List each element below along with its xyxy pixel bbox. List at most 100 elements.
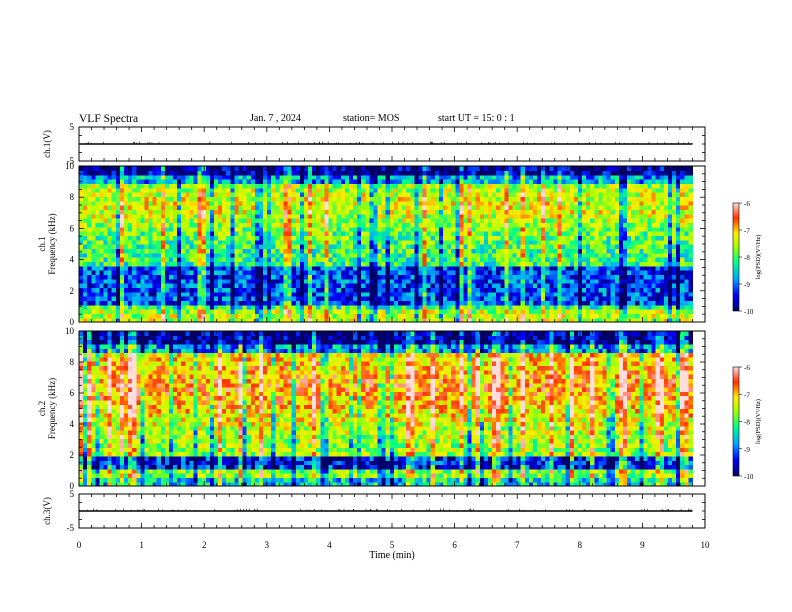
spectrogram-cell: [508, 257, 514, 262]
spectrogram-cell: [177, 274, 182, 280]
spectrogram-cell: [128, 200, 133, 206]
spectrogram-cell: [132, 209, 137, 215]
spectrogram-cell: [438, 183, 444, 189]
spectrogram-cell: [328, 274, 334, 280]
spectrogram-cell: [618, 309, 624, 314]
spectrogram-cell: [512, 192, 518, 197]
spectrogram-cell: [148, 265, 154, 271]
spectrogram-cell: [377, 265, 383, 271]
spectrogram-cell: [332, 213, 338, 219]
spectrogram-cell: [136, 317, 141, 323]
spectrogram-cell: [487, 218, 493, 223]
spectrogram-cell: [156, 252, 162, 258]
spectrogram-cell: [422, 205, 428, 210]
spectrogram-cell: [91, 200, 96, 206]
spectrogram-cell: [500, 317, 505, 323]
spectrogram-cell: [128, 244, 133, 249]
spectrogram-cell: [111, 309, 117, 314]
spectrogram-cell: [553, 244, 559, 249]
spectrogram-cell: [299, 174, 305, 180]
spectrogram-cell: [430, 296, 436, 301]
spectrogram-cell: [205, 287, 211, 293]
spectrogram-cell: [103, 226, 109, 232]
spectrogram-cell: [442, 222, 448, 228]
spectrogram-cell: [144, 200, 150, 206]
spectrogram-cell: [132, 248, 137, 254]
spectrogram-cell: [528, 248, 534, 254]
spectrogram-cell: [340, 278, 346, 284]
spectrogram-cell: [479, 270, 485, 275]
spectrogram-cell: [459, 239, 465, 245]
spectrogram-cell: [99, 244, 105, 249]
spectrogram-cell: [475, 287, 481, 293]
spectrogram-cell: [369, 265, 375, 271]
spectrogram-cell: [398, 270, 403, 275]
spectrogram-cell: [561, 222, 567, 228]
spectrogram-cell: [324, 179, 330, 184]
spectrogram-cell: [504, 248, 510, 254]
spectrogram-cell: [361, 226, 366, 232]
spectrogram-cell: [553, 222, 559, 228]
spectrogram-cell: [357, 174, 362, 180]
spectrogram-cell: [115, 205, 121, 210]
spectrogram-cell: [549, 265, 555, 271]
spectrogram-cell: [258, 200, 264, 206]
spectrogram-cell: [471, 235, 477, 241]
spectrogram-cell: [263, 209, 268, 215]
spectrogram-cell: [316, 265, 321, 271]
spectrogram-cell: [365, 209, 370, 215]
spectrogram-cell: [545, 313, 550, 319]
spectrogram-cell: [438, 166, 444, 171]
spectrogram-cell: [512, 200, 518, 206]
spectrogram-cell: [320, 283, 325, 288]
spectrogram-cell: [83, 200, 88, 206]
spectrogram-cell: [136, 187, 141, 193]
spectrogram-cell: [160, 304, 166, 310]
spectrogram-cell: [537, 244, 542, 249]
spectrogram-cell: [148, 257, 154, 262]
spectrogram-cell: [140, 226, 146, 232]
spectrogram-cell: [467, 291, 473, 297]
spectrogram-cell: [524, 222, 530, 228]
spectrogram-cell: [504, 196, 510, 202]
spectrogram-cell: [508, 192, 514, 197]
spectrogram-cell: [398, 291, 403, 297]
spectrogram-cell: [549, 213, 555, 219]
spectrogram-cell: [406, 192, 411, 197]
spectrogram-cell: [492, 174, 497, 180]
spectrogram-cell: [312, 239, 317, 245]
spectrogram-cell: [561, 244, 567, 249]
spectrogram-cell: [177, 174, 182, 180]
spectrogram-cell: [185, 252, 191, 258]
spectrogram-cell: [398, 205, 403, 210]
spectrogram-cell: [561, 265, 567, 271]
spectrogram-cell: [381, 209, 387, 215]
spectrogram-cell: [140, 244, 146, 249]
spectrogram-cell: [590, 200, 595, 206]
spectrogram-cell: [594, 205, 600, 210]
spectrogram-cell: [201, 179, 207, 184]
spectrogram-cell: [459, 209, 465, 215]
spectrogram-cell: [459, 248, 465, 254]
spectrogram-cell: [594, 213, 600, 219]
spectrogram-cell: [430, 218, 436, 223]
spectrogram-cell: [492, 239, 497, 245]
spectrogram-cell: [83, 235, 88, 241]
spectrogram-cell: [504, 309, 510, 314]
spectrogram-cell: [426, 213, 432, 219]
spectrogram-cell: [250, 231, 256, 236]
spectrogram-cell: [254, 187, 260, 193]
spectrogram-cell: [467, 317, 473, 323]
spectrogram-cell: [189, 183, 195, 189]
spectrogram-cell: [528, 317, 534, 323]
spectrogram-cell: [197, 244, 203, 249]
spectrogram-cell: [594, 244, 600, 249]
spectrogram-cell: [447, 200, 452, 206]
spectrogram-cell: [586, 174, 591, 180]
spectrogram-cell: [492, 231, 497, 236]
spectrogram-cell: [451, 287, 456, 293]
spectrogram-cell: [598, 222, 604, 228]
spectrogram-cell: [332, 278, 338, 284]
spectrogram-cell: [402, 304, 407, 310]
